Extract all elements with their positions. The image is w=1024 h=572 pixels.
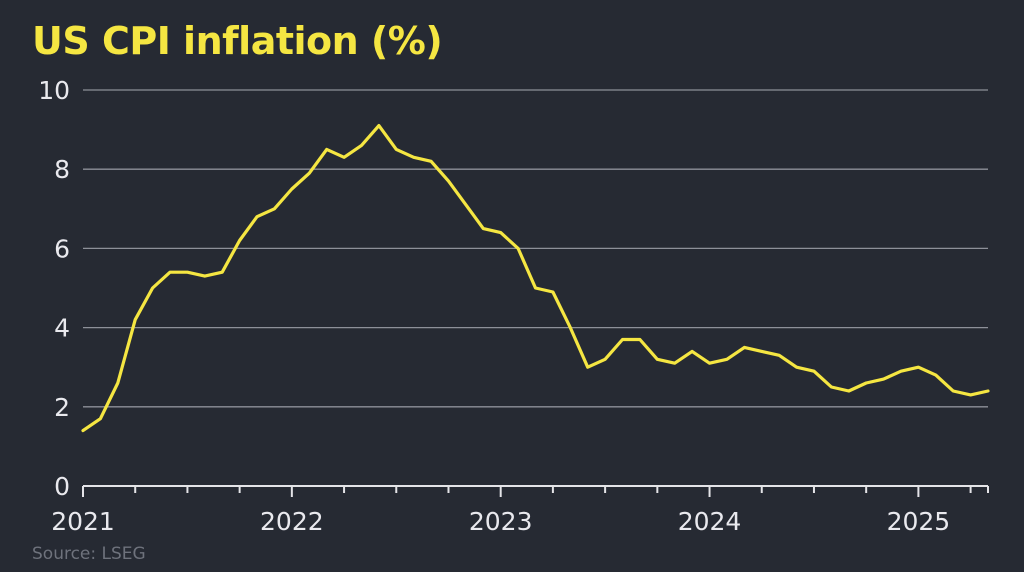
y-tick-label-6: 6 [54,234,70,263]
y-tick-label-8: 8 [54,155,70,184]
y-tick-label-10: 10 [38,76,70,105]
y-tick-label-2: 2 [54,393,70,422]
x-tick-label-2021: 2021 [51,507,115,536]
x-tick-label-2023: 2023 [469,507,533,536]
x-tick-label-2022: 2022 [260,507,324,536]
series-line-0 [81,123,990,433]
source-note: Source: LSEG [32,544,146,564]
y-tick-label-0: 0 [54,472,70,501]
x-tick-label-2025: 2025 [887,507,951,536]
x-axis-ticks: 2021 2022 2023 2024 2025 [51,486,989,536]
y-tick-label-4: 4 [54,314,70,343]
y-axis-ticks: 0 2 4 6 8 10 [38,76,70,501]
chart-title: US CPI inflation (%) [32,19,443,63]
series-lines [81,123,990,433]
x-tick-label-2024: 2024 [678,507,742,536]
